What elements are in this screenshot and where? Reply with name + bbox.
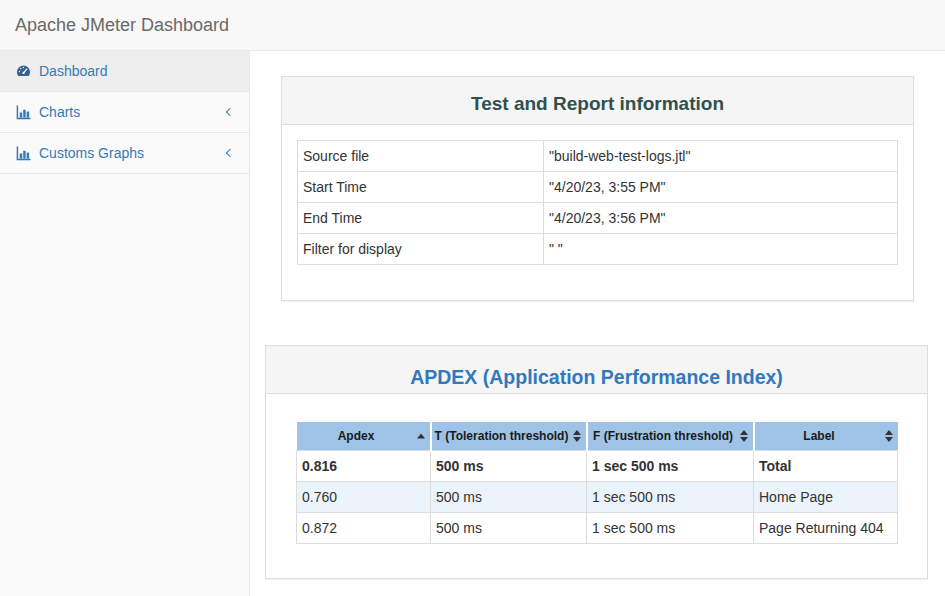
label-value: Page Returning 404 bbox=[754, 512, 898, 543]
sidebar: Dashboard Charts Customs Graphs bbox=[0, 51, 250, 596]
info-value: "build-web-test-logs.jtl" bbox=[544, 141, 898, 172]
info-label: End Time bbox=[298, 203, 544, 234]
panel-heading: Test and Report information bbox=[282, 77, 913, 125]
toleration-value: 500 ms bbox=[431, 481, 587, 512]
info-value: " " bbox=[544, 234, 898, 265]
sidebar-item-label: Customs Graphs bbox=[39, 145, 144, 161]
top-navbar: Apache JMeter Dashboard bbox=[0, 0, 945, 51]
panel-body: Apdex T (Toleration threshold) F (Frustr… bbox=[266, 394, 927, 578]
sidebar-item-label: Charts bbox=[39, 104, 80, 120]
sort-icon bbox=[885, 430, 893, 442]
apdex-value: 0.816 bbox=[297, 450, 431, 481]
panel-title: APDEX (Application Performance Index) bbox=[410, 366, 783, 389]
column-header-toleration[interactable]: T (Toleration threshold) bbox=[431, 422, 587, 450]
column-header-frustration[interactable]: F (Frustration threshold) bbox=[587, 422, 754, 450]
sort-icon bbox=[573, 430, 581, 442]
sidebar-item-label: Dashboard bbox=[39, 63, 108, 79]
column-header-label[interactable]: Label bbox=[754, 422, 898, 450]
apdex-value: 0.872 bbox=[297, 512, 431, 543]
angle-left-icon bbox=[226, 149, 234, 157]
sidebar-item-dashboard[interactable]: Dashboard bbox=[0, 51, 249, 92]
dashboard-icon bbox=[16, 64, 32, 79]
label-value: Total bbox=[754, 450, 898, 481]
frustration-value: 1 sec 500 ms bbox=[587, 512, 754, 543]
label-value: Home Page bbox=[754, 481, 898, 512]
info-label: Start Time bbox=[298, 172, 544, 203]
table-row: 0.872 500 ms 1 sec 500 ms Page Returning… bbox=[297, 512, 898, 543]
apdex-value: 0.760 bbox=[297, 481, 431, 512]
sort-icon bbox=[740, 430, 748, 442]
table-row: 0.760 500 ms 1 sec 500 ms Home Page bbox=[297, 481, 898, 512]
table-row: Start Time "4/20/23, 3:55 PM" bbox=[298, 172, 898, 203]
info-value: "4/20/23, 3:55 PM" bbox=[544, 172, 898, 203]
test-report-info-table: Source file "build-web-test-logs.jtl" St… bbox=[297, 140, 898, 265]
app-title: Apache JMeter Dashboard bbox=[15, 15, 229, 36]
test-report-info-panel: Test and Report information Source file … bbox=[281, 76, 914, 301]
panel-body: Source file "build-web-test-logs.jtl" St… bbox=[282, 125, 913, 300]
table-row: Source file "build-web-test-logs.jtl" bbox=[298, 141, 898, 172]
table-row: End Time "4/20/23, 3:56 PM" bbox=[298, 203, 898, 234]
sidebar-item-charts[interactable]: Charts bbox=[0, 92, 249, 133]
apdex-table: Apdex T (Toleration threshold) F (Frustr… bbox=[296, 422, 898, 544]
table-row: 0.816 500 ms 1 sec 500 ms Total bbox=[297, 450, 898, 481]
main-content: Test and Report information Source file … bbox=[250, 51, 945, 596]
sidebar-item-customs-graphs[interactable]: Customs Graphs bbox=[0, 133, 249, 174]
panel-title: Test and Report information bbox=[471, 93, 724, 115]
column-header-apdex[interactable]: Apdex bbox=[297, 422, 431, 450]
bar-chart-icon bbox=[16, 146, 32, 161]
toleration-value: 500 ms bbox=[431, 450, 587, 481]
frustration-value: 1 sec 500 ms bbox=[587, 450, 754, 481]
bar-chart-icon bbox=[16, 105, 32, 120]
table-header-row: Apdex T (Toleration threshold) F (Frustr… bbox=[297, 422, 898, 450]
info-label: Filter for display bbox=[298, 234, 544, 265]
frustration-value: 1 sec 500 ms bbox=[587, 481, 754, 512]
angle-left-icon bbox=[226, 108, 234, 116]
panel-heading: APDEX (Application Performance Index) bbox=[266, 346, 927, 394]
info-label: Source file bbox=[298, 141, 544, 172]
table-row: Filter for display " " bbox=[298, 234, 898, 265]
info-value: "4/20/23, 3:56 PM" bbox=[544, 203, 898, 234]
sort-ascending-icon bbox=[417, 433, 425, 438]
toleration-value: 500 ms bbox=[431, 512, 587, 543]
apdex-panel: APDEX (Application Performance Index) Ap… bbox=[265, 345, 928, 579]
